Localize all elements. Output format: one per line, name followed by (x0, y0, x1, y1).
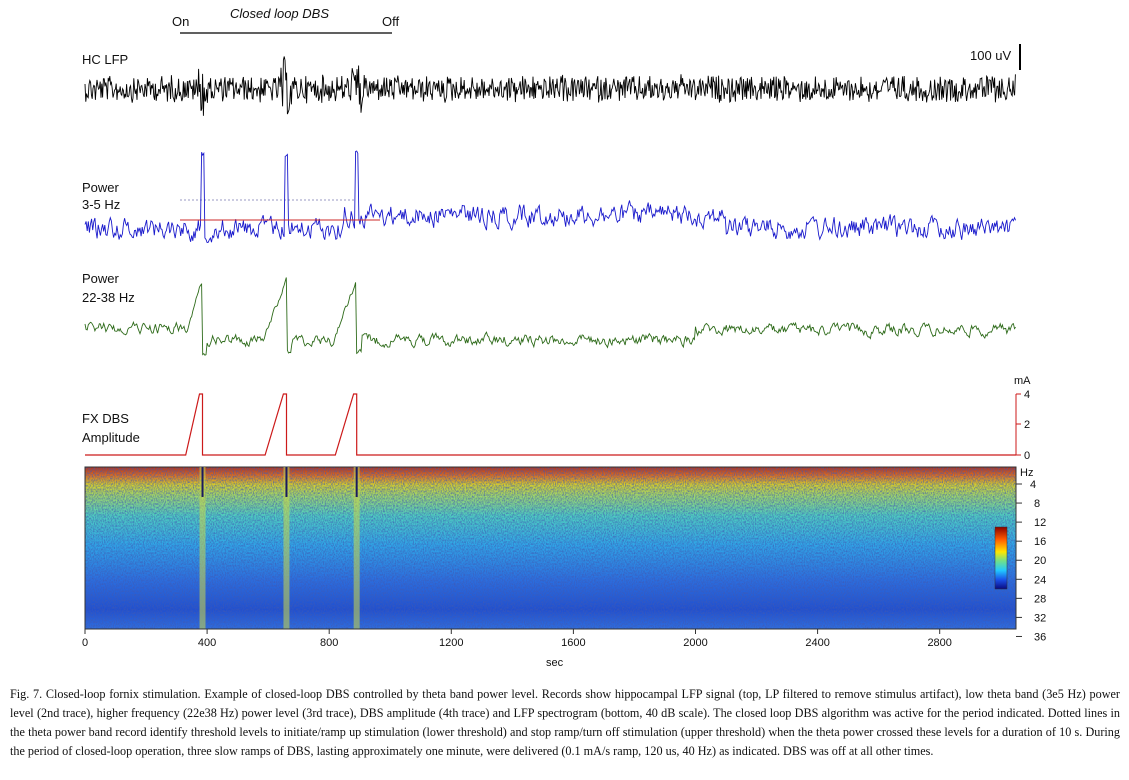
time-axis-label: sec (546, 657, 564, 669)
time-tick-label: 800 (320, 637, 338, 649)
stimulation-stripe (283, 467, 290, 629)
stimulation-stripe-top (285, 467, 288, 497)
trace-label-beta-line1: Power (82, 271, 120, 286)
time-tick-label: 400 (198, 637, 216, 649)
frequency-tick-label: 24 (1034, 574, 1046, 586)
time-tick-label: 2000 (683, 637, 707, 649)
trace-label-theta-line1: Power (82, 180, 120, 195)
beta-power-trace (84, 277, 1016, 356)
trace-label-dbs-line1: FX DBS (82, 411, 129, 426)
amplitude-tick-0: 0 (1024, 450, 1030, 462)
stimulation-stripe-top (355, 467, 358, 497)
amplitude-tick-4: 4 (1024, 389, 1030, 401)
amplitude-unit: mA (1014, 375, 1031, 387)
time-tick-label: 2800 (927, 637, 951, 649)
time-tick-label: 1600 (561, 637, 585, 649)
trace-label-dbs-line2: Amplitude (82, 430, 140, 445)
figure-caption: Fig. 7. Closed-loop fornix stimulation. … (10, 687, 1120, 758)
stimulation-stripe (199, 467, 206, 629)
amplitude-tick-2: 2 (1024, 419, 1030, 431)
time-tick-label: 0 (82, 637, 88, 649)
frequency-unit: Hz (1020, 467, 1033, 479)
time-tick-label: 2400 (805, 637, 829, 649)
frequency-tick-label: 12 (1034, 517, 1046, 529)
spectrogram (84, 466, 1017, 630)
frequency-tick-label: 20 (1034, 555, 1046, 567)
trace-label-beta-line2: 22-38 Hz (82, 290, 135, 305)
frequency-tick-label: 36 (1034, 631, 1046, 643)
trace-label-theta-line2: 3-5 Hz (82, 197, 120, 212)
on-label: On (172, 14, 189, 29)
stimulation-stripe-top (201, 467, 204, 497)
stimulation-artifact-stripes (199, 467, 360, 629)
figure-7: On Closed loop DBS Off HC LFP Power 3-5 … (82, 6, 1046, 669)
hc-lfp-trace (84, 56, 1016, 116)
trace-label-hc-lfp: HC LFP (82, 52, 128, 67)
frequency-tick-label: 28 (1034, 593, 1046, 605)
frequency-axis: Hz 4 8 12 16 20 24 28 32 36 (1016, 467, 1046, 643)
scale-bar-label: 100 uV (970, 48, 1012, 63)
closed-loop-label: Closed loop DBS (230, 6, 329, 21)
closed-loop-annotation: On Closed loop DBS Off (172, 6, 399, 34)
stimulation-stripe (353, 467, 360, 629)
amplitude-axis: mA 4 2 0 (1014, 375, 1031, 462)
time-tick-label: 1200 (439, 637, 463, 649)
frequency-tick-label: 4 (1030, 479, 1036, 491)
dbs-amplitude-trace (85, 393, 1016, 456)
theta-power-trace (84, 150, 1017, 244)
frequency-tick-label: 32 (1034, 612, 1046, 624)
colorbar (994, 526, 1008, 590)
off-label: Off (382, 14, 399, 29)
time-axis: sec 0 400 800 1200 1600 2000 2400 2800 (82, 628, 1016, 669)
frequency-tick-label: 8 (1034, 498, 1040, 510)
frequency-tick-label: 16 (1034, 536, 1046, 548)
